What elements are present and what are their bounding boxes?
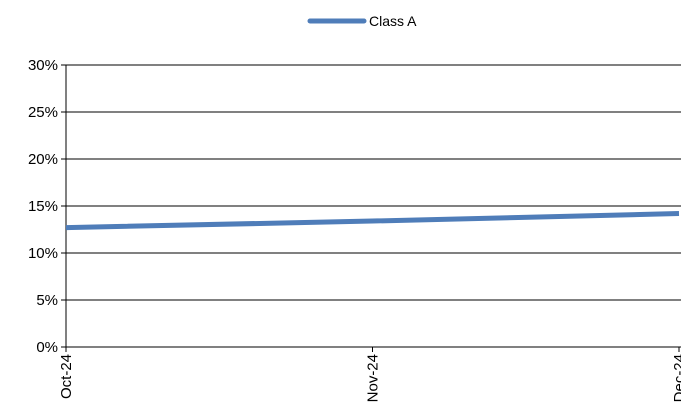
- y-tick-label: 10%: [28, 245, 58, 262]
- x-tick-label: Nov-24: [365, 354, 382, 402]
- gridlines: [66, 64, 681, 301]
- y-tick-label: 15%: [28, 198, 58, 215]
- y-tick-label: 5%: [36, 292, 58, 309]
- series-line-class-a: [65, 211, 680, 231]
- x-axis-ticks: Oct-24 Nov-24 Dec-24: [58, 347, 681, 402]
- x-tick-label: Dec-24: [671, 354, 681, 402]
- y-axis-ticks: 0% 5% 10% 15% 20% 25% 30%: [28, 57, 66, 356]
- y-tick-label: 30%: [28, 57, 58, 74]
- legend: Class A: [307, 13, 417, 29]
- y-tick-label: 20%: [28, 151, 58, 168]
- series-group: [65, 211, 680, 231]
- y-tick-label: 25%: [28, 104, 58, 121]
- x-tick-label: Oct-24: [58, 354, 75, 399]
- legend-label-class-a: Class A: [369, 13, 417, 29]
- y-tick-label: 0%: [36, 339, 58, 356]
